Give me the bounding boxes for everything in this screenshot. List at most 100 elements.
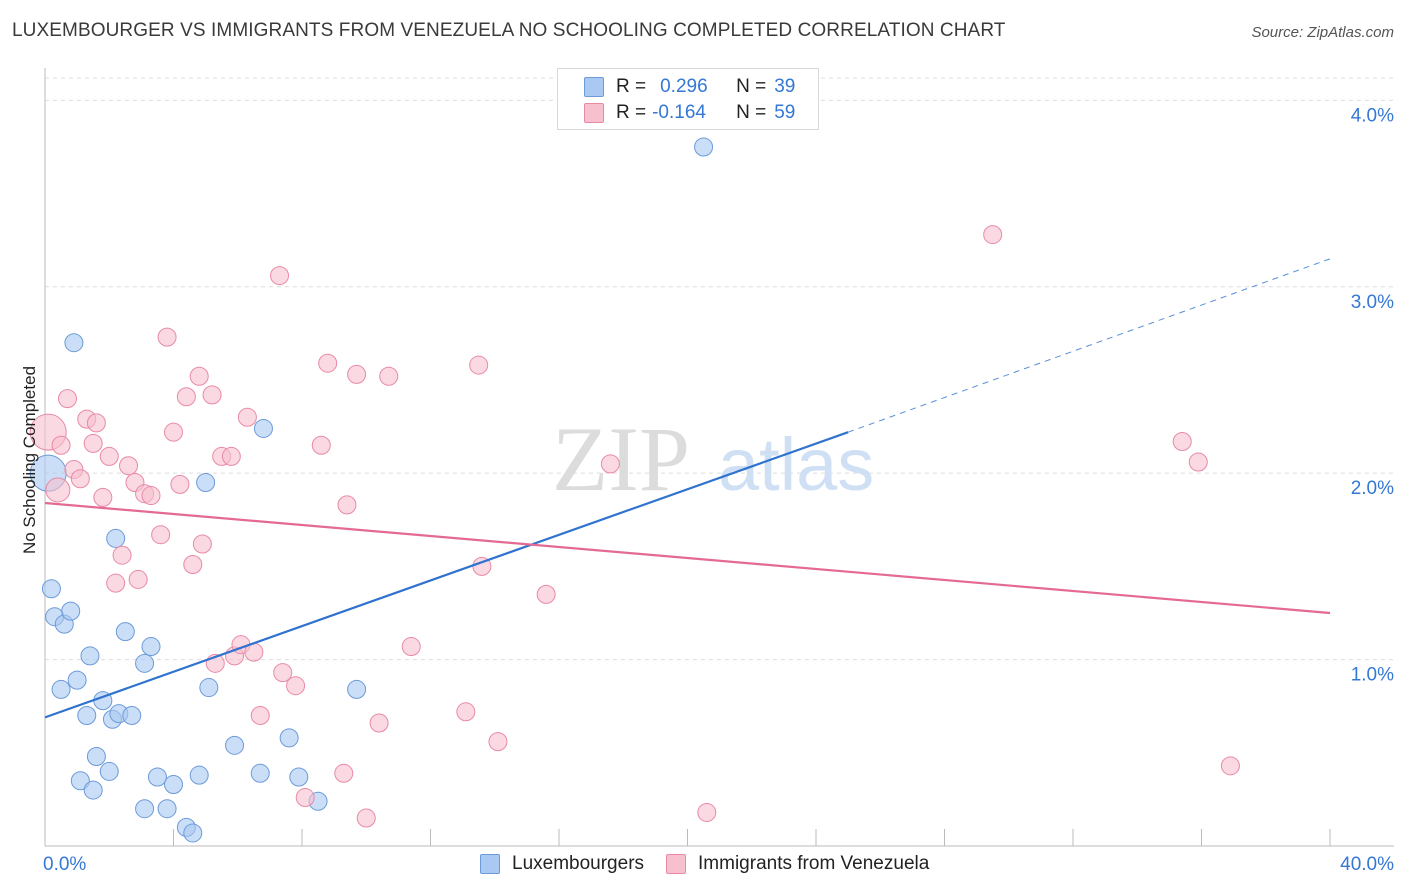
- venezuela-point: [334, 763, 354, 783]
- luxembourger-point: [67, 670, 87, 690]
- luxembourger-point: [83, 780, 103, 800]
- venezuela-point: [112, 545, 132, 565]
- venezuela-point: [286, 676, 306, 696]
- venezuela-point: [70, 469, 90, 489]
- series-swatch-pink: [666, 854, 687, 874]
- luxembourger-trend-extension: [847, 258, 1331, 433]
- venezuela-point: [192, 534, 212, 554]
- venezuela-point: [600, 454, 620, 474]
- x-tick-label-max: 40.0%: [1340, 854, 1394, 875]
- luxembourger-point: [77, 706, 97, 726]
- luxembourger-point: [253, 418, 273, 438]
- venezuela-point: [151, 525, 171, 545]
- luxembourger-point: [279, 728, 299, 748]
- luxembourger-point: [183, 823, 203, 843]
- venezuela-point: [237, 407, 257, 427]
- luxembourger-point: [347, 679, 367, 699]
- luxembourger-point: [157, 799, 177, 819]
- legend-r-value: -0.164: [652, 102, 706, 123]
- luxembourger-point: [250, 763, 270, 783]
- y-tick-label: 3.0%: [1351, 292, 1394, 313]
- watermark-atlas: atlas: [718, 423, 874, 506]
- venezuela-point: [318, 353, 338, 373]
- legend-row-luxembourgers: R = 0.296 N = 39: [584, 74, 795, 100]
- venezuela-point: [379, 366, 399, 386]
- venezuela-point: [401, 637, 421, 657]
- venezuela-point: [164, 422, 183, 442]
- series-label-venezuela: Immigrants from Venezuela: [698, 853, 930, 874]
- luxembourger-point: [199, 678, 219, 698]
- venezuela-point: [128, 569, 148, 589]
- luxembourger-point: [122, 706, 142, 726]
- x-tick-labels: 0.0% 40.0%: [43, 854, 1394, 875]
- y-axis-label-wrap: No Schooling Completed: [2, 300, 52, 620]
- venezuela-point: [51, 435, 71, 455]
- venezuela-point: [295, 788, 315, 808]
- luxembourger-point: [51, 679, 71, 699]
- luxembourger-point: [64, 333, 84, 353]
- legend-swatch-pink: [584, 103, 604, 123]
- legend-n-value: 59: [774, 102, 796, 123]
- luxembourger-point: [189, 765, 209, 785]
- series-legend: Luxembourgers Immigrants from Venezuela: [480, 852, 951, 876]
- grid-lines: [45, 77, 1394, 661]
- series-legend-luxembourgers: Luxembourgers: [480, 853, 644, 875]
- luxembourger-point: [70, 771, 90, 791]
- luxembourger-trend-line: [44, 431, 849, 719]
- y-tick-labels: 1.0% 2.0% 3.0% 4.0%: [1351, 105, 1394, 685]
- series-legend-venezuela: Immigrants from Venezuela: [666, 853, 929, 875]
- data-points: [29, 137, 1240, 843]
- watermark: ZIP atlas: [552, 408, 874, 510]
- venezuela-point: [83, 433, 103, 453]
- luxembourger-point: [135, 799, 155, 819]
- venezuela-point: [356, 808, 376, 828]
- luxembourger-point: [115, 622, 135, 642]
- venezuela-point: [183, 555, 203, 575]
- venezuela-point: [1220, 756, 1240, 776]
- series-swatch-blue: [480, 854, 500, 874]
- series-label-luxembourgers: Luxembourgers: [512, 853, 645, 874]
- legend-r-label: R =: [616, 102, 647, 123]
- luxembourger-point: [99, 761, 119, 781]
- luxembourger-point: [106, 528, 126, 548]
- venezuela-point: [45, 477, 71, 503]
- venezuela-point: [697, 802, 717, 822]
- y-axis-label: No Schooling Completed: [20, 365, 39, 555]
- venezuela-point: [119, 456, 139, 476]
- luxembourger-point: [80, 646, 100, 666]
- legend-r-value: 0.296: [660, 76, 708, 97]
- legend-n-value: 39: [774, 76, 796, 97]
- legend-swatch-blue: [584, 77, 604, 97]
- venezuela-point: [99, 446, 119, 466]
- x-tick-label-min: 0.0%: [43, 854, 86, 875]
- watermark-zip: ZIP: [552, 408, 690, 510]
- venezuela-point: [250, 706, 270, 726]
- venezuela-point: [311, 435, 331, 455]
- legend-row-venezuela: R = -0.164 N = 59: [584, 100, 795, 126]
- chart-title: LUXEMBOURGER VS IMMIGRANTS FROM VENEZUEL…: [12, 20, 1006, 41]
- y-tick-label: 2.0%: [1351, 478, 1394, 499]
- venezuela-point: [176, 387, 196, 407]
- venezuela-point: [157, 327, 177, 347]
- venezuela-point: [86, 413, 106, 433]
- luxembourger-point: [61, 601, 81, 621]
- venezuela-point: [347, 364, 367, 384]
- luxembourger-point: [141, 637, 161, 657]
- venezuela-point: [1172, 431, 1192, 451]
- luxembourger-point: [147, 767, 167, 787]
- luxembourger-point: [225, 735, 245, 755]
- luxembourger-point: [694, 137, 714, 157]
- venezuela-trend-line: [44, 501, 1331, 615]
- legend-n-label: N =: [736, 76, 767, 97]
- venezuela-point: [488, 732, 508, 752]
- venezuela-point: [221, 446, 241, 466]
- venezuela-point: [469, 355, 489, 375]
- venezuela-point: [273, 663, 293, 683]
- axes: [44, 68, 1394, 847]
- legend-r-label: R =: [616, 76, 647, 97]
- venezuela-point: [106, 573, 126, 593]
- venezuela-point: [536, 584, 556, 604]
- y-tick-label: 4.0%: [1351, 105, 1394, 126]
- luxembourger-point: [164, 774, 183, 794]
